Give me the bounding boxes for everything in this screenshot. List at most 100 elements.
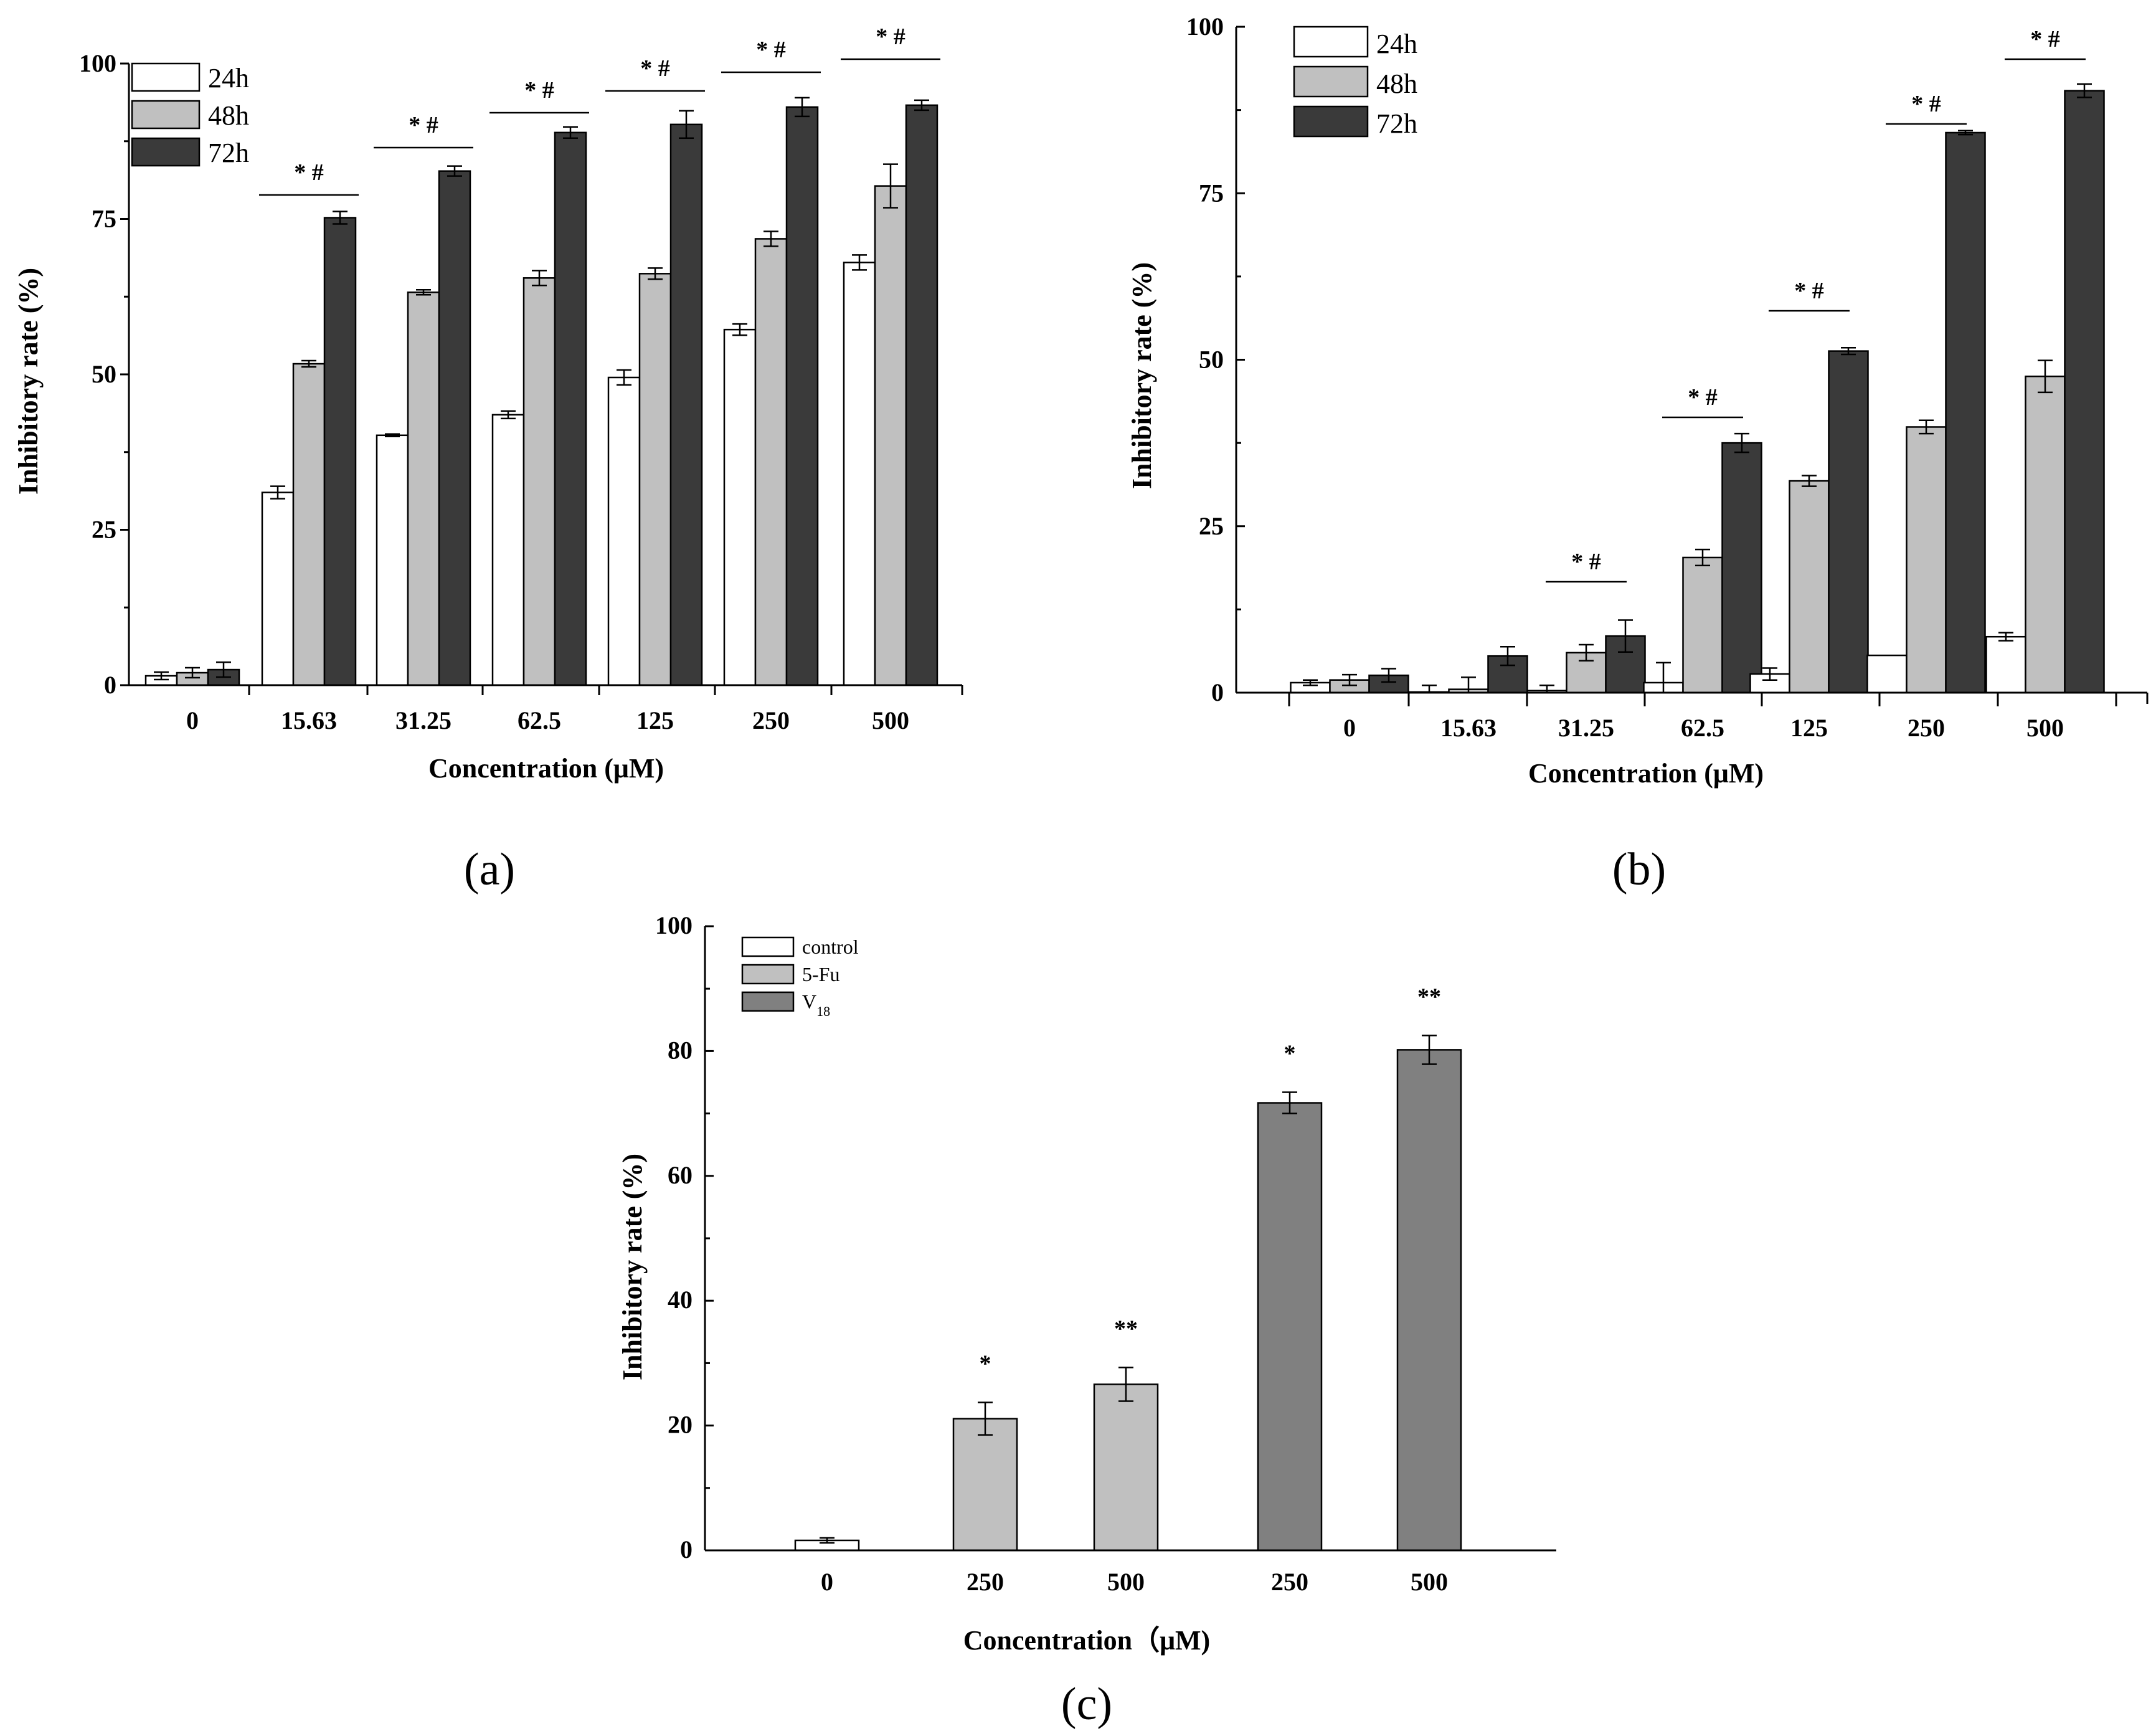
panel-a-y-tick-label: 25: [92, 516, 116, 544]
panel-a-errorbar-24h-4: [617, 369, 631, 386]
panel-b-bar-72h-3: [1721, 442, 1762, 694]
panel-c-significance-mark: *: [980, 1351, 991, 1377]
panel-c-bars: [794, 1049, 1462, 1552]
panel-c-x-tick-label: 500: [1107, 1568, 1145, 1596]
panel-a-errorbar-72h-6: [914, 99, 929, 111]
panel-a-bar-24h-2: [376, 434, 409, 686]
panel-a-x-tick-label: 125: [636, 706, 674, 734]
panel-a-bar-48h-4: [638, 273, 672, 686]
panel-b-ticks: 0 15.63 31.25 62.5 125 250 500 0 25 50 75 100: [1186, 12, 2117, 742]
panel-a-errorbar-24h-0: [154, 671, 169, 681]
panel-a-x-tick-label: 250: [752, 706, 790, 734]
panel-a-x-tick-label: 500: [872, 706, 909, 734]
panel-a-errorbar-48h-3: [532, 270, 547, 287]
panel-a-bar-72h-1: [323, 217, 357, 686]
panel-a-significance-mark: * #: [294, 159, 324, 186]
panel-a-bar-72h-4: [669, 123, 703, 686]
panel-b-legend-swatch-48h: [1293, 65, 1369, 98]
panel-c-x-tick-label: 250: [967, 1568, 1004, 1596]
panel-a-bar-24h-4: [607, 376, 641, 686]
panel-b-significance-mark: * #: [1911, 91, 1941, 117]
panel-c-x-tick-label: 500: [1411, 1568, 1448, 1596]
panel-a-y-axis-title: Inhibitory rate (%): [13, 268, 44, 495]
panel-c-legend-label-0: control: [802, 936, 859, 958]
panel-a-errorbar-48h-5: [764, 230, 778, 247]
panel-c-significance-mark: *: [1284, 1041, 1296, 1067]
panel-b-bar-48h-4: [1789, 480, 1830, 694]
panel-b-legend-label-48h: 48h: [1376, 69, 1417, 99]
panel-b-bar-72h-6: [2064, 90, 2105, 694]
panel-a-errorbar-24h-1: [270, 485, 285, 500]
panel-c-y-tick-label: 60: [668, 1161, 693, 1189]
panel-b-bar-72h-4: [1828, 350, 1869, 694]
panel-a-errorbar-24h-3: [501, 410, 516, 420]
panel-a-bar-72h-6: [905, 104, 939, 686]
panel-a-bar-48h-5: [754, 238, 788, 686]
panel-a-legend-swatch-24h: [131, 62, 201, 92]
panel-c-ticks: 0 250 500 250 500 0 20 40 60 80 100: [655, 911, 1448, 1596]
panel-a-bar-48h-1: [292, 363, 326, 686]
panel-c-label: (c): [1061, 1679, 1112, 1730]
panel-a-x-axis-title: Concentration (μM): [428, 753, 664, 784]
panel-b-errorbar-72h-2: [1618, 619, 1633, 653]
panel-b-x-tick-label: 125: [1790, 714, 1828, 742]
panel-a-errorbar-72h-5: [795, 97, 810, 118]
panel-c-y-tick-label: 0: [680, 1535, 693, 1563]
panel-b-x-tick-label: 62.5: [1681, 714, 1724, 742]
panel-a-significance-mark: * #: [524, 77, 554, 103]
panel-b-label: (b): [1612, 844, 1666, 895]
panel-a-errorbar-72h-2: [447, 165, 462, 177]
panel-a-bar-72h-5: [785, 106, 819, 686]
panel-a-legend-swatch-48h: [131, 100, 201, 130]
panel-c-errorbar-1: [978, 1401, 993, 1436]
panel-c-x-axis-title: Concentration（μM): [963, 1625, 1210, 1656]
panel-b-x-tick-label: 0: [1343, 714, 1356, 742]
panel-c-y-tick-label: 80: [668, 1036, 693, 1064]
panel-a-x-tick-label: 15.63: [281, 706, 337, 734]
panel-a-significance-mark: * #: [640, 55, 670, 82]
panel-b-y-axis-title: Inhibitory rate (%): [1127, 262, 1157, 489]
panel-b-errorbar-72h-6: [2077, 83, 2092, 98]
panel-c-errorbar-3: [1282, 1091, 1297, 1114]
panel-a-legend-label-48h: 48h: [208, 100, 249, 131]
panel-c-errorbar-4: [1422, 1035, 1437, 1065]
panel-c-significance-mark: **: [1114, 1316, 1138, 1342]
panel-a-errorbar-72h-3: [563, 126, 578, 140]
panel-a-bar-72h-3: [554, 131, 587, 686]
panel-a-bar-24h-1: [261, 491, 295, 686]
panel-b-x-axis-title: Concentration (μM): [1528, 758, 1764, 789]
panel-b-errorbar-48h-4: [1802, 475, 1817, 487]
panel-a-legend: 24h 48h 72h: [131, 62, 249, 168]
panel-b-legend-swatch-24h: [1293, 26, 1369, 58]
panel-a-significance-mark: * #: [876, 24, 905, 50]
panel-b-significance: * # * # * # * # * #: [1546, 26, 2086, 583]
panel-a-errorbar-48h-1: [301, 359, 316, 368]
panel-a-x-tick-label: 62.5: [518, 706, 561, 734]
panel-a-y-tick-label: 75: [92, 205, 116, 233]
panel-a-errorbar-72h-0: [216, 661, 231, 678]
panel-a-y-tick-label: 50: [92, 360, 116, 388]
panel-b-errorbar-48h-3: [1695, 548, 1710, 567]
panel-b-legend-label-72h: 72h: [1376, 108, 1417, 139]
panel-a-bar-72h-2: [438, 170, 471, 686]
panel-a: * #* #* #* #* # * # 0 15.63 31.25 62.5 125 250…: [13, 24, 963, 895]
panel-a-x-tick-label: 0: [186, 706, 199, 734]
panel-a-errorbar-24h-5: [732, 323, 747, 336]
panel-c-legend: control 5-Fu V18: [741, 936, 859, 1019]
panel-a-errorbar-48h-4: [648, 267, 663, 280]
panel-a-errorbar-48h-0: [185, 666, 200, 679]
panel-a-bar-48h-2: [407, 292, 440, 686]
panel-a-errorbar-48h-2: [416, 289, 431, 296]
panel-b-x-tick-label: 31.25: [1558, 714, 1614, 742]
panel-c-errorbars: [820, 1035, 1437, 1544]
panel-b-errorbar-48h-5: [1919, 419, 1934, 435]
panel-c-legend-label-1: 5-Fu: [802, 963, 839, 985]
panel-b-errorbar-24h-6: [1998, 632, 2013, 642]
panel-b-errorbar-24h-4: [1762, 667, 1777, 681]
panel-a-bar-24h-3: [491, 414, 525, 686]
panel-a-legend-label-72h: 72h: [208, 138, 249, 168]
panel-b-errorbar-48h-0: [1342, 673, 1357, 686]
panel-c-x-tick-label: 0: [821, 1568, 833, 1596]
panel-c-legend-label-subscript: 18: [816, 1003, 830, 1019]
